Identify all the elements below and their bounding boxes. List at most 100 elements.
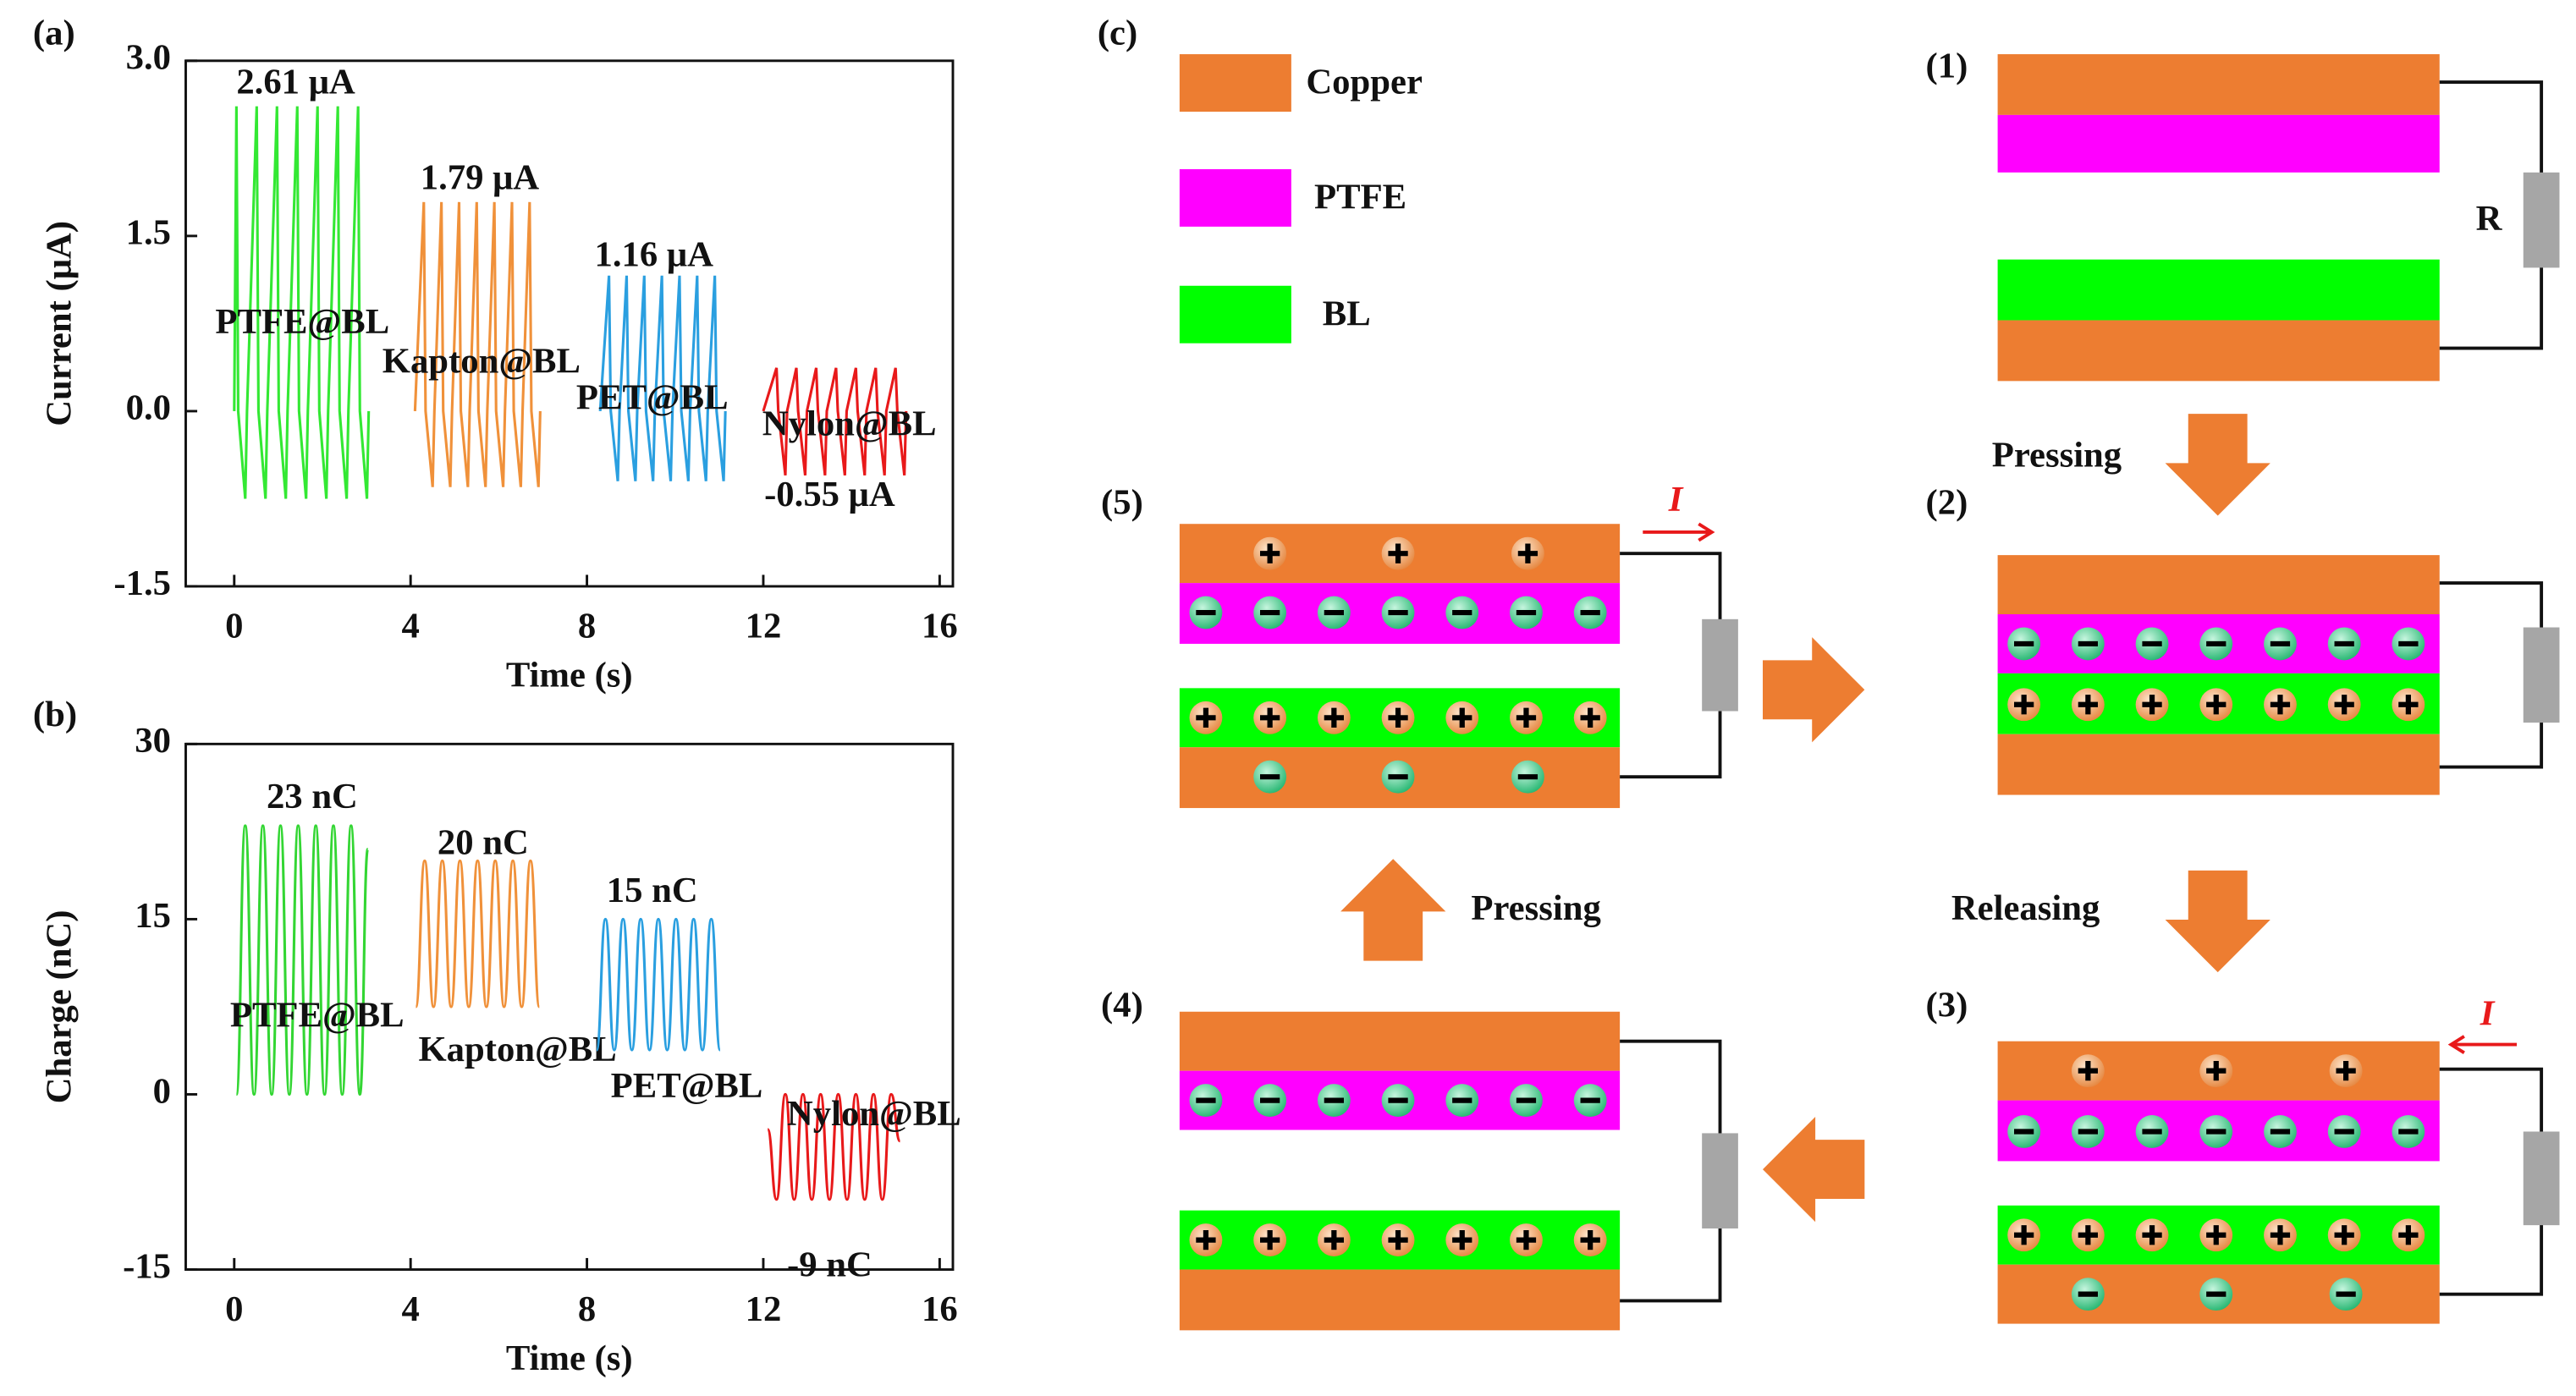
current-arrow: [1643, 522, 1715, 542]
plus-sign: [1388, 707, 1408, 728]
layer: [1997, 259, 2440, 321]
series-line: [414, 859, 541, 1009]
step-label: (1): [1926, 46, 1968, 85]
plus-sign: [1580, 707, 1600, 728]
plus-sign: [2398, 1225, 2419, 1245]
series-line: [762, 367, 908, 476]
series-line: [598, 275, 727, 481]
plus-sign: [2336, 1061, 2356, 1081]
layer: [1997, 114, 2440, 173]
plus-sign: [2270, 1225, 2291, 1245]
x-tick-label: 8: [578, 606, 596, 646]
plus-sign: [2206, 1061, 2226, 1081]
plus-sign: [1452, 1229, 1472, 1250]
series-line: [413, 201, 542, 487]
x-tick-label: 16: [922, 606, 958, 646]
resistor: [1702, 618, 1738, 712]
annotation: 2.61 μA: [236, 63, 355, 102]
step-label: (5): [1101, 483, 1143, 523]
plus-sign: [1452, 707, 1472, 728]
process-arrow: [2165, 870, 2271, 973]
y-tick-label: -1.5: [113, 563, 171, 603]
resistor: [2523, 172, 2560, 268]
plus-sign: [2078, 695, 2098, 715]
x-axis-label: Time (s): [506, 1338, 633, 1378]
plus-sign: [1324, 707, 1344, 728]
x-axis-label: Time (s): [506, 656, 633, 695]
y-tick-label: -15: [123, 1246, 171, 1286]
series-label: Kapton@BL: [383, 342, 581, 382]
plus-sign: [1324, 1229, 1344, 1250]
panel-label: (c): [1098, 14, 1137, 53]
annotation: 15 nC: [607, 871, 698, 910]
plus-sign: [1259, 707, 1280, 728]
plus-sign: [1259, 1229, 1280, 1250]
process-arrow: [1763, 637, 1865, 743]
series-line: [766, 1092, 902, 1201]
annotation: 23 nC: [267, 777, 358, 816]
series-label: PTFE@BL: [230, 995, 405, 1035]
series-line: [234, 824, 370, 1096]
series-line: [233, 106, 371, 499]
plus-sign: [2014, 1225, 2034, 1245]
y-axis-label: Current (μA): [40, 221, 80, 426]
plus-sign: [1196, 1229, 1216, 1250]
plus-sign: [1196, 707, 1216, 728]
series-label: Nylon@BL: [787, 1094, 961, 1134]
plus-sign: [2334, 695, 2354, 715]
x-tick-label: 8: [578, 1289, 596, 1329]
layer: [1179, 1011, 1621, 1071]
plus-sign: [2206, 695, 2226, 715]
resistor: [2523, 627, 2560, 723]
resistor-label: R: [2476, 199, 2503, 239]
legend-swatch: [1179, 285, 1291, 344]
panel-label: (a): [33, 14, 75, 53]
layer: [1997, 555, 2440, 614]
current-arrow: [2447, 1035, 2517, 1054]
x-tick-label: 12: [746, 606, 782, 646]
series-line: [595, 917, 722, 1052]
plus-sign: [2270, 695, 2291, 715]
process-label: Pressing: [1992, 435, 2122, 475]
annotation: 1.79 μA: [421, 157, 540, 197]
process-arrow: [1340, 859, 1446, 961]
step-label: (3): [1926, 986, 1968, 1025]
y-axis-label: Charge (nC): [40, 910, 80, 1104]
plus-sign: [1516, 707, 1537, 728]
plus-sign: [2334, 1225, 2354, 1245]
annotation: -0.55 μA: [764, 475, 895, 514]
y-tick-label: 15: [135, 896, 171, 936]
x-tick-label: 0: [225, 606, 243, 646]
y-tick-label: 30: [135, 721, 171, 761]
current-label: I: [2480, 993, 2496, 1033]
step-label: (2): [1926, 483, 1968, 523]
y-tick-label: 0.0: [126, 388, 171, 428]
plus-sign: [2206, 1225, 2226, 1245]
process-arrow: [2165, 414, 2271, 516]
process-label: Pressing: [1471, 888, 1600, 928]
x-tick-label: 12: [746, 1289, 782, 1329]
plus-sign: [1259, 543, 1280, 563]
series-label: PET@BL: [611, 1066, 763, 1106]
current-label: I: [1668, 480, 1684, 519]
series-label: Nylon@BL: [762, 404, 937, 444]
resistor: [2523, 1131, 2560, 1226]
legend-swatch: [1179, 54, 1291, 112]
series-label: Kapton@BL: [418, 1030, 616, 1069]
y-tick-label: 1.5: [126, 213, 171, 253]
annotation: 20 nC: [438, 823, 529, 863]
layer: [1997, 320, 2440, 382]
legend-label: Copper: [1306, 63, 1423, 102]
series-label: PTFE@BL: [215, 302, 389, 342]
plus-sign: [2142, 1225, 2162, 1245]
legend-label: PTFE: [1314, 178, 1406, 217]
resistor: [1702, 1133, 1738, 1228]
annotation: 1.16 μA: [595, 235, 714, 275]
x-tick-label: 16: [922, 1289, 958, 1329]
plus-sign: [1580, 1229, 1600, 1250]
legend-swatch: [1179, 168, 1291, 227]
process-arrow: [1763, 1117, 1865, 1223]
process-label: Releasing: [1951, 888, 2100, 928]
